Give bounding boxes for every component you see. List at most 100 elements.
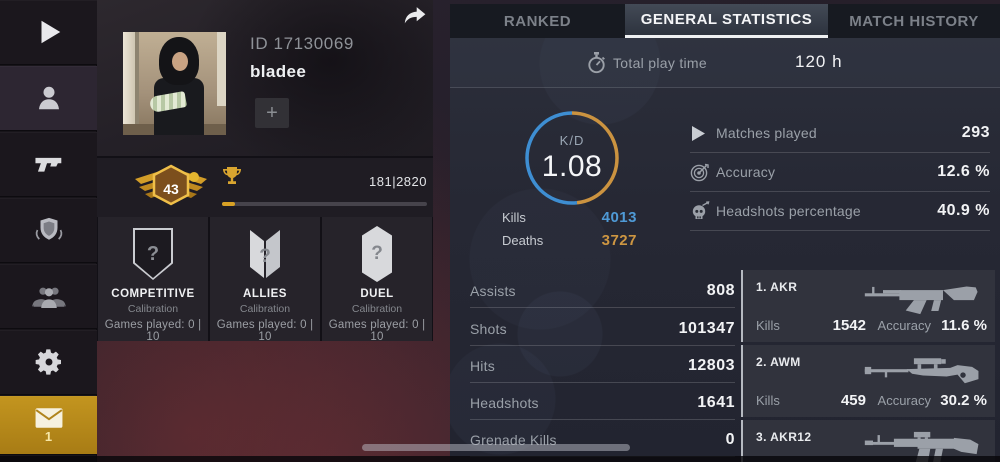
tab-match-history[interactable]: MATCH HISTORY bbox=[849, 12, 979, 30]
sidebar-item-armory[interactable] bbox=[0, 132, 97, 197]
profile-header: ID 17130069 bladee + bbox=[97, 0, 433, 156]
stat-row-shots: Shots 101347 bbox=[470, 312, 735, 346]
weapon-accuracy-value: 11.6 % bbox=[941, 316, 987, 334]
stat-label: Assists bbox=[470, 282, 516, 299]
stat-row-headshots: Headshots 1641 bbox=[470, 386, 735, 420]
play-icon bbox=[690, 125, 716, 142]
weapon-name: 3. AKR12 bbox=[756, 430, 812, 444]
stat-value: 12.6 % bbox=[937, 163, 990, 180]
add-button[interactable]: + bbox=[255, 98, 289, 128]
mode-subtitle: Calibration bbox=[239, 303, 291, 315]
stat-value: 101347 bbox=[678, 319, 735, 337]
level-wings-icon bbox=[135, 164, 207, 206]
weapon-card-awm: 2. AWM Kills 459 bbox=[741, 345, 995, 417]
weapon-accuracy-label: Accuracy bbox=[877, 392, 931, 408]
mode-games-played: Games played: 0 | 10 bbox=[216, 319, 314, 343]
avatar[interactable] bbox=[123, 32, 226, 135]
trophy-icon bbox=[222, 166, 242, 193]
trophy-progress-fill bbox=[222, 202, 236, 206]
sidebar-item-ranks[interactable] bbox=[0, 198, 97, 263]
unknown-rank-wings-icon: ? bbox=[250, 230, 280, 278]
stat-label: Matches played bbox=[716, 125, 817, 141]
competitive-rank-badge: ? bbox=[98, 224, 208, 284]
tab-bar: RANKED GENERAL STATISTICS MATCH HISTORY bbox=[450, 4, 1000, 38]
mail-badge: 1 bbox=[44, 429, 53, 444]
stopwatch-icon bbox=[586, 51, 607, 80]
target-icon bbox=[690, 162, 716, 182]
weapon-name: 2. AWM bbox=[756, 355, 801, 369]
bottom-bezel bbox=[0, 456, 1000, 462]
mode-games-played: Games played: 0 | 10 bbox=[104, 319, 202, 343]
total-play-time-label: Total play time bbox=[613, 55, 707, 71]
avatar-door bbox=[217, 32, 226, 107]
mode-subtitle: Calibration bbox=[127, 303, 179, 315]
mode-title: COMPETITIVE bbox=[111, 288, 195, 300]
game-modes-row: ? COMPETITIVE Calibration Games played: … bbox=[97, 217, 433, 343]
profile-icon bbox=[38, 86, 59, 110]
mode-title: DUEL bbox=[360, 288, 394, 300]
kd-ring: K/D 1.08 bbox=[525, 111, 619, 205]
horizontal-scrollbar[interactable] bbox=[362, 444, 630, 451]
mode-card-duel[interactable]: ? DUEL Calibration Games played: 0 | 10 bbox=[322, 217, 432, 343]
kd-value: 1.08 bbox=[541, 149, 603, 183]
total-play-time-value: 120 h bbox=[795, 52, 843, 71]
mode-games-played: Games played: 0 | 10 bbox=[328, 319, 426, 343]
avatar-figure-face bbox=[172, 52, 188, 71]
sidebar-item-play[interactable] bbox=[0, 0, 97, 65]
ak-rifle-icon bbox=[857, 276, 989, 321]
stat-value: 1641 bbox=[697, 393, 735, 411]
mode-card-allies[interactable]: ? ALLIES Calibration Games played: 0 | 1… bbox=[210, 217, 320, 343]
sidebar-item-profile[interactable] bbox=[0, 66, 97, 131]
level-badge: 43 bbox=[133, 163, 209, 209]
weapon-kills-value: 459 bbox=[840, 391, 866, 409]
share-icon bbox=[404, 7, 426, 24]
deaths-label: Deaths bbox=[502, 232, 544, 248]
weapon-kills-label: Kills bbox=[756, 317, 780, 333]
tab-general-statistics[interactable]: GENERAL STATISTICS bbox=[625, 4, 828, 38]
svg-text:?: ? bbox=[259, 246, 271, 267]
sniper-rifle-icon bbox=[857, 351, 989, 396]
weapon-accuracy-value: 30.2 % bbox=[940, 391, 987, 409]
sidebar-item-settings[interactable] bbox=[0, 330, 97, 395]
stat-label: Accuracy bbox=[716, 164, 776, 180]
stat-row-headshots-percentage: Headshots percentage 40.9 % bbox=[690, 192, 990, 231]
sidebar-item-mail[interactable]: 1 bbox=[0, 396, 97, 455]
kills-label: Kills bbox=[502, 209, 526, 225]
stat-label: Shots bbox=[470, 320, 507, 337]
kills-row: Kills 4013 bbox=[502, 208, 637, 226]
stat-label: Grenade Kills bbox=[470, 431, 557, 448]
weapon-card-akr: 1. AKR Kills 1542 Accuracy bbox=[741, 270, 995, 342]
pistol-icon bbox=[34, 157, 61, 172]
player-id: ID 17130069 bbox=[250, 34, 354, 53]
friends-icon bbox=[31, 287, 66, 308]
kills-value: 4013 bbox=[601, 208, 637, 226]
sidebar: 1 bbox=[0, 0, 97, 462]
weapon-stats-row: Kills 1542 Accuracy 11.6 % bbox=[756, 316, 987, 334]
stat-row-accuracy: Accuracy 12.6 % bbox=[690, 153, 990, 192]
weapon-kills-label: Kills bbox=[756, 392, 780, 408]
statistics-panel: RANKED GENERAL STATISTICS MATCH HISTORY … bbox=[450, 4, 1000, 462]
shield-icon bbox=[35, 217, 62, 240]
sidebar-item-friends[interactable] bbox=[0, 264, 97, 329]
level-row: 43 181|2820 bbox=[97, 156, 433, 217]
share-button[interactable] bbox=[401, 6, 427, 30]
deaths-row: Deaths 3727 bbox=[502, 231, 637, 249]
mode-card-competitive[interactable]: ? COMPETITIVE Calibration Games played: … bbox=[98, 217, 208, 343]
avatar-doorframe-shadow bbox=[135, 32, 139, 135]
play-icon bbox=[41, 20, 60, 44]
weapon-kills-value: 1542 bbox=[832, 316, 866, 334]
kd-label: K/D bbox=[559, 132, 585, 148]
tab-ranked[interactable]: RANKED bbox=[503, 12, 572, 30]
unknown-rank-icon: ? bbox=[135, 230, 171, 278]
stat-row-matches-played: Matches played 293 bbox=[690, 114, 990, 153]
stat-row-grenade-kills: Grenade Kills 0 bbox=[470, 423, 735, 457]
mode-title: ALLIES bbox=[243, 288, 287, 300]
unknown-rank-hex-icon: ? bbox=[362, 226, 392, 282]
stat-label: Hits bbox=[470, 357, 495, 374]
level-number: 43 bbox=[163, 181, 179, 197]
mail-icon bbox=[35, 408, 62, 428]
gear-icon bbox=[35, 349, 61, 375]
player-username: bladee bbox=[250, 62, 307, 81]
stat-value: 293 bbox=[961, 124, 990, 141]
deaths-value: 3727 bbox=[601, 231, 637, 249]
